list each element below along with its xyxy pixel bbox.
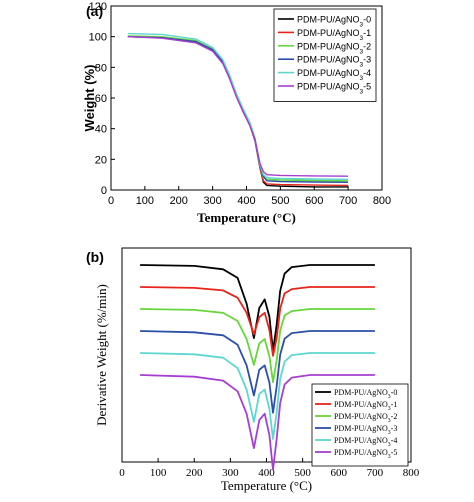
y-tick-label-a: 20 [95,154,107,166]
legend-text-subscript: 3 [388,430,391,436]
x-tick-label-a: 0 [108,195,114,207]
x-tick-label-a: 200 [170,195,188,207]
x-tick-label-b: 100 [150,467,167,479]
legend-text-main: PDM-PU/AgNO [297,28,360,38]
legend-text-main: PDM-PU/AgNO [334,400,388,409]
x-tick-label-b: 400 [258,467,275,479]
x-tick-label-a: 300 [203,195,221,207]
y-tick-label-a: 40 [95,124,107,136]
legend-text-main: PDM-PU/AgNO [297,41,360,51]
x-tick-label-b: 700 [367,467,384,479]
legend-text-subscript: 3 [388,454,391,460]
series-group-a [127,32,349,188]
legend-text-subscript: 3 [360,88,364,95]
legend-text-main: PDM-PU/AgNO [297,82,360,92]
x-tick-label-a: 600 [305,195,323,207]
tga-line-5 [127,36,349,177]
x-tick-label-b: 500 [294,467,311,479]
x-axis-label-a: Temperature (°C) [197,210,296,225]
legend-text-suffix: -2 [391,412,398,421]
y-tick-label-a: 80 [95,62,107,74]
legend-text-main: PDM-PU/AgNO [297,68,360,78]
legend-text-subscript: 3 [360,61,364,68]
legend-text-suffix: -1 [363,28,371,38]
legend-text-subscript: 3 [360,48,364,55]
legend-text-suffix: -0 [363,15,371,25]
y-tick-label-a: 0 [101,185,107,197]
legend-label-a: PDM-PU/AgNO3-4 [297,68,371,82]
legend-label-b: PDM-PU/AgNO3-3 [334,424,397,436]
y-axis-label-b: Derivative Weight (%/min) [94,284,109,426]
legend-label-b: PDM-PU/AgNO3-0 [334,388,397,400]
legend-label-a: PDM-PU/AgNO3-2 [297,41,371,55]
legend-text-subscript: 3 [388,442,391,448]
legend-label-b: PDM-PU/AgNO3-5 [334,448,397,460]
legend-text-suffix: -3 [391,424,398,433]
legend-text-main: PDM-PU/AgNO [297,55,360,65]
x-tick-label-b: 200 [186,467,203,479]
legend-text-subscript: 3 [360,21,364,28]
x-tick-label-b: 600 [331,467,348,479]
legend-text-main: PDM-PU/AgNO [334,388,388,397]
dtg-line-3 [140,330,375,414]
dtg-line-0 [140,264,375,352]
legend-text-main: PDM-PU/AgNO [334,424,388,433]
x-tick-label-b: 300 [222,467,239,479]
x-tick-label-b: 0 [119,467,125,479]
legend-text-subscript: 3 [360,34,364,41]
legend-label-b: PDM-PU/AgNO3-1 [334,400,397,412]
legend-text-main: PDM-PU/AgNO [334,436,388,445]
legend-text-suffix: -4 [391,436,398,445]
series-group-b [140,264,375,471]
legend-text-suffix: -3 [363,55,371,65]
x-tick-label-a: 400 [237,195,255,207]
dtg-line-5 [140,374,375,471]
legend-text-subscript: 3 [388,418,391,424]
legend-text-subscript: 3 [360,75,364,82]
panel-a: (a) 0 100 200 300 400 500 600 700 800 0 20 40 60 80 100… [82,1,391,225]
y-tick-label-a: 100 [89,32,107,44]
legend-text-suffix: -0 [391,388,398,397]
x-tick-label-a: 500 [271,195,289,207]
panel-b: (b) 0 100 200 300 400 500 600 700 800 Temperature … [86,247,420,493]
legend-text-suffix: -5 [363,82,371,92]
legend-label-a: PDM-PU/AgNO3-5 [297,82,371,96]
legend-b: PDM-PU/AgNO3-0PDM-PU/AgNO3-1PDM-PU/AgNO3… [311,383,409,467]
panel-label-b: (b) [86,249,104,265]
legend-label-b: PDM-PU/AgNO3-4 [334,436,397,448]
legend-label-b: PDM-PU/AgNO3-2 [334,412,397,424]
y-tick-label-a: 60 [95,93,107,105]
legend-text-subscript: 3 [388,406,391,412]
legend-text-suffix: -5 [391,448,398,457]
x-tick-label-a: 100 [136,195,154,207]
x-tick-label-b: 800 [403,467,420,479]
legend-text-main: PDM-PU/AgNO [334,448,388,457]
legend-text-main: PDM-PU/AgNO [334,412,388,421]
legend-text-suffix: -4 [363,68,371,78]
x-tick-label-a: 800 [373,195,391,207]
x-tick-label-a: 700 [339,195,357,207]
legend-text-suffix: -2 [363,41,371,51]
dtg-line-2 [140,308,375,384]
legend-label-a: PDM-PU/AgNO3-1 [297,28,371,42]
legend-a: PDM-PU/AgNO3-0PDM-PU/AgNO3-1PDM-PU/AgNO3… [273,8,377,102]
legend-label-a: PDM-PU/AgNO3-3 [297,55,371,68]
y-tick-label-a: 120 [89,1,107,13]
legend-text-main: PDM-PU/AgNO [297,15,360,25]
dtg-line-4 [140,352,375,440]
panel-label-a: (a) [86,3,103,19]
tga-line-4 [127,32,349,180]
legend-text-suffix: -1 [391,400,398,409]
legend-text-subscript: 3 [388,394,391,400]
x-axis-label-b: Temperature (°C) [221,478,312,493]
legend-label-a: PDM-PU/AgNO3-0 [297,15,371,29]
dtg-line-1 [140,286,375,357]
y-axis-label-a: Weight (%) [82,65,97,132]
